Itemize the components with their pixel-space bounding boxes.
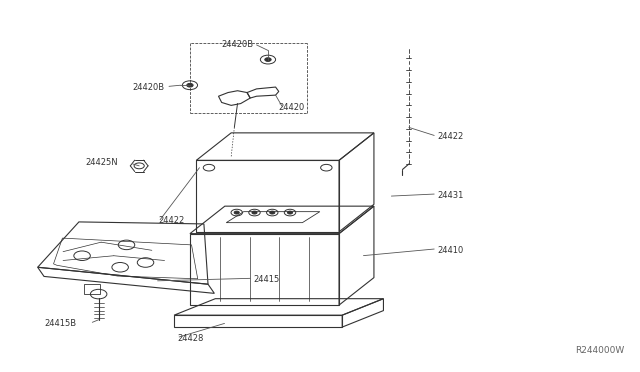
Text: 24422: 24422 — [437, 132, 463, 141]
Text: 24410: 24410 — [437, 246, 463, 254]
Text: 24420: 24420 — [279, 103, 305, 112]
Text: 24420B: 24420B — [221, 41, 253, 49]
Text: R244000W: R244000W — [575, 346, 625, 355]
Circle shape — [234, 211, 239, 214]
Text: 24415: 24415 — [253, 275, 280, 284]
Circle shape — [269, 211, 275, 214]
Circle shape — [252, 211, 257, 214]
Circle shape — [187, 83, 193, 87]
Text: 24428: 24428 — [177, 334, 204, 343]
Text: 24422: 24422 — [158, 216, 184, 225]
Text: 24420B: 24420B — [132, 83, 164, 92]
Circle shape — [287, 211, 292, 214]
Text: 24425N: 24425N — [85, 158, 118, 167]
Text: 24415B: 24415B — [44, 319, 76, 328]
Circle shape — [265, 58, 271, 61]
Text: 24431: 24431 — [437, 191, 464, 200]
